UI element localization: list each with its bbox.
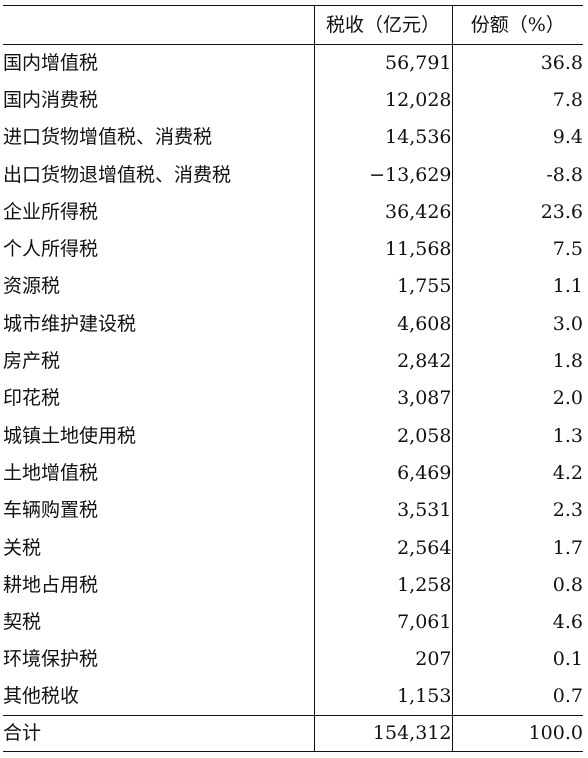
tax-item-name: 城市维护建设税 [3, 312, 137, 335]
table-row: 国内消费税 12,028 7.8 [3, 81, 583, 120]
total-share: 100.0 [451, 715, 583, 752]
tax-item-name: 印花税 [3, 387, 61, 410]
tax-revenue-value: 1,153 [313, 678, 452, 716]
table-row: 契税 7,061 4.6 [3, 603, 583, 642]
table-row: 土地增值税 6,469 4.2 [3, 454, 583, 493]
table-row: 其他税收 1,153 0.7 [3, 678, 583, 716]
tax-revenue-value: 14,536 [313, 119, 452, 157]
tax-revenue-value: 36,426 [313, 193, 452, 231]
tax-revenue-value: 1,755 [313, 268, 452, 306]
tax-item-name: 环境保护税 [3, 648, 99, 671]
tax-item-name: 出口货物退增值税、消费税 [3, 163, 232, 186]
tax-share-value: 2.0 [451, 380, 583, 418]
table-footer: 合计 154,312 100.0 [3, 715, 583, 752]
table-row: 进口货物增值税、消费税 14,536 9.4 [3, 119, 583, 157]
tax-revenue-value: 2,842 [313, 342, 452, 381]
tax-share-value: 2.3 [451, 492, 583, 530]
tax-item-name: 车辆购置税 [3, 499, 99, 522]
tax-revenue-value: 56,791 [313, 44, 452, 82]
tax-item-name: 契税 [3, 611, 42, 634]
tax-revenue-value: 11,568 [313, 230, 452, 269]
header-row: 税收（亿元） 份额（%） [3, 5, 583, 45]
tax-item-name: 个人所得税 [3, 238, 99, 261]
tax-item-name: 土地增值税 [3, 461, 99, 484]
tax-share-value: 9.4 [451, 119, 583, 157]
tax-revenue-value: 207 [313, 641, 452, 679]
tax-revenue-value: 1,258 [313, 566, 452, 604]
tax-share-value: 0.7 [451, 678, 583, 716]
tax-share-value: 4.2 [451, 454, 583, 493]
table-body: 国内增值税 56,791 36.8 国内消费税 12,028 7.8 进口货物增值税、消费税… [3, 44, 583, 716]
tax-share-value: 23.6 [451, 193, 583, 231]
tax-share-value: 3.0 [451, 305, 583, 343]
tax-revenue-value: 7,061 [313, 603, 452, 642]
total-label: 合计 [3, 722, 42, 745]
table-row: 城镇土地使用税 2,058 1.3 [3, 417, 583, 455]
tax-revenue-value: −13,629 [313, 156, 452, 194]
tax-item-name: 资源税 [3, 275, 61, 298]
tax-revenue-value: 3,087 [313, 380, 452, 418]
tax-item-name: 进口货物增值税、消费税 [3, 126, 213, 149]
tax-share-value: 0.1 [451, 641, 583, 679]
tax-share-value: 0.8 [451, 566, 583, 604]
table-row: 印花税 3,087 2.0 [3, 380, 583, 418]
tax-share-value: 4.6 [451, 603, 583, 642]
tax-share-value: 1.8 [451, 342, 583, 381]
table-row: 城市维护建设税 4,608 3.0 [3, 305, 583, 343]
tax-share-value: 7.5 [451, 230, 583, 269]
table-row: 资源税 1,755 1.1 [3, 268, 583, 306]
table-row: 关税 2,564 1.7 [3, 529, 583, 567]
tax-item-name: 房产税 [3, 350, 61, 373]
total-revenue: 154,312 [313, 715, 452, 752]
table-row: 房产税 2,842 1.8 [3, 342, 583, 381]
tax-revenue-value: 2,058 [313, 417, 452, 455]
tax-share-value: 7.8 [451, 81, 583, 120]
tax-revenue-value: 4,608 [313, 305, 452, 343]
header-revenue: 税收（亿元） [313, 5, 452, 45]
tax-share-value: -8.8 [451, 156, 583, 194]
tax-item-name: 企业所得税 [3, 200, 99, 223]
table-header: 税收（亿元） 份额（%） [3, 5, 583, 45]
table-row: 环境保护税 207 0.1 [3, 641, 583, 679]
tax-revenue-value: 3,531 [313, 492, 452, 530]
table-row: 企业所得税 36,426 23.6 [3, 193, 583, 231]
tax-share-value: 1.1 [451, 268, 583, 306]
tax-item-name: 国内增值税 [3, 51, 99, 74]
total-row: 合计 154,312 100.0 [3, 715, 583, 752]
tax-item-name: 城镇土地使用税 [3, 424, 137, 447]
table-row: 出口货物退增值税、消费税 −13,629 -8.8 [3, 156, 583, 194]
tax-revenue-table: 税收（亿元） 份额（%） 国内增值税 56,791 36.8 国内消费税 12,028 7… [3, 5, 583, 752]
table-row: 国内增值税 56,791 36.8 [3, 44, 583, 82]
tax-revenue-value: 2,564 [313, 529, 452, 567]
tax-revenue-value: 12,028 [313, 81, 452, 120]
tax-share-value: 1.3 [451, 417, 583, 455]
header-share: 份额（%） [451, 5, 583, 45]
table-row: 车辆购置税 3,531 2.3 [3, 492, 583, 530]
tax-revenue-value: 6,469 [313, 454, 452, 493]
tax-item-name: 其他税收 [3, 685, 80, 708]
table-row: 耕地占用税 1,258 0.8 [3, 566, 583, 604]
tax-share-value: 36.8 [451, 44, 583, 82]
tax-share-value: 1.7 [451, 529, 583, 567]
tax-item-name: 耕地占用税 [3, 573, 99, 596]
tax-item-name: 国内消费税 [3, 88, 99, 111]
tax-item-name: 关税 [3, 536, 42, 559]
table-row: 个人所得税 11,568 7.5 [3, 230, 583, 269]
header-tax-item [3, 6, 314, 45]
